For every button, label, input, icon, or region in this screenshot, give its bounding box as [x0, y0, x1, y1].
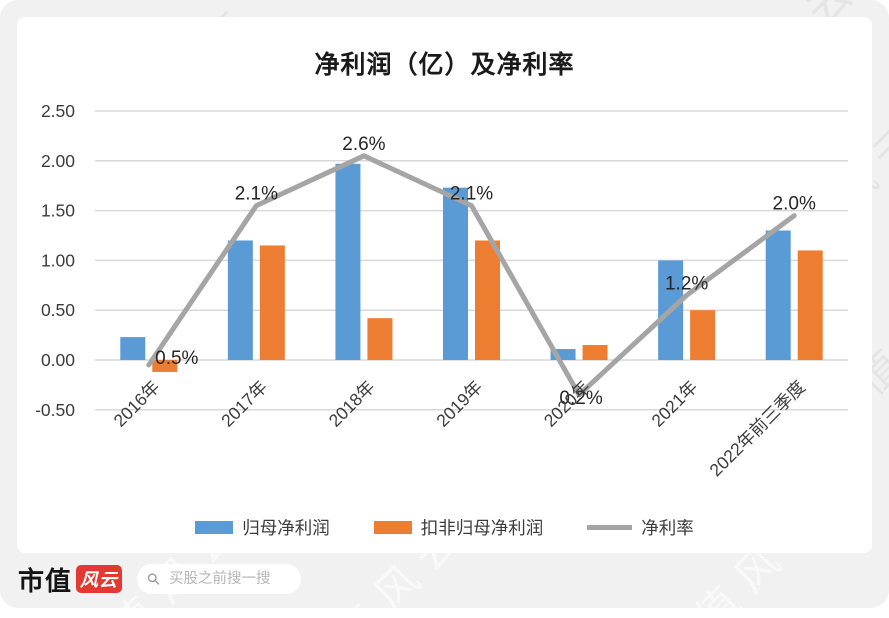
y-axis-tick-label: 0.00: [41, 350, 75, 370]
x-axis-label: 2022年前三季度: [705, 377, 809, 481]
line-data-label: 2.6%: [342, 134, 385, 155]
line-data-label: 1.2%: [665, 273, 708, 294]
line-data-label: 0.5%: [155, 348, 198, 369]
search-icon: [147, 573, 160, 585]
bar-扣非归母净利润-2021年: [690, 310, 716, 360]
bar-归母净利润-2020年: [550, 349, 576, 360]
bar-归母净利润-2018年: [335, 163, 361, 360]
y-axis-tick-label: -0.50: [35, 400, 75, 420]
chart-card: 净利润（亿）及净利率 2.50 2.00 1.50 1.00 0.50 0.00 -0.50…: [17, 17, 872, 553]
bar-归母净利润-2016年: [120, 337, 146, 360]
legend-swatch-orange-icon: [373, 521, 412, 534]
brand-logo-text: 市值: [18, 565, 73, 596]
brand-logo-badge: 风云: [76, 565, 123, 593]
y-axis-tick-label: 0.50: [41, 300, 75, 320]
net-profit-chart: 2.50 2.00 1.50 1.00 0.50 0.00 -0.50 0.5% 2.1% 2.6…: [35, 101, 848, 481]
legend-label: 净利率: [641, 518, 694, 538]
line-data-label: 2.0%: [773, 194, 816, 215]
bar-扣非归母净利润-2019年: [475, 240, 500, 360]
legend-item-deducted-net-profit: 扣非归母净利润: [373, 515, 544, 540]
bar-归母净利润-2017年: [227, 240, 253, 360]
footer-bar: 市值 风云: [18, 553, 302, 605]
legend-swatch-blue-icon: [195, 521, 234, 534]
line-data-label: 0.2%: [559, 388, 602, 409]
bar-归母净利润-2019年: [443, 187, 468, 360]
chart-title: 净利润（亿）及净利率: [314, 51, 575, 79]
bar-扣非归母净利润-2022年前三季度: [797, 250, 823, 360]
y-axis-tick-label: 2.00: [41, 151, 75, 171]
search-bar[interactable]: [137, 564, 302, 594]
bar-扣非归母净利润-2017年: [259, 245, 285, 360]
x-axis-label: 2021年: [647, 377, 701, 431]
x-axis-label: 2017年: [217, 377, 271, 431]
search-input[interactable]: [167, 570, 292, 588]
legend-swatch-line-icon: [587, 525, 633, 530]
net-margin-line: [146, 153, 797, 398]
bar-扣非归母净利润-2018年: [367, 318, 393, 360]
legend-item-net-margin: 净利率: [587, 515, 694, 540]
bar-扣非归母净利润-2020年: [582, 345, 608, 360]
y-axis-tick-label: 2.50: [41, 101, 75, 121]
chart-legend: 归母净利润 扣非归母净利润 净利率: [17, 515, 872, 540]
x-axis-label: 2016年: [110, 377, 164, 431]
legend-item-parent-net-profit: 归母净利润: [195, 515, 330, 540]
bar-扣非归母净利润-2016年: [152, 360, 178, 372]
x-axis-label: 2019年: [432, 377, 486, 431]
legend-label: 扣非归母净利润: [420, 518, 544, 538]
bar-归母净利润-2022年前三季度: [765, 230, 791, 360]
line-data-label: 2.1%: [450, 184, 493, 205]
legend-label: 归母净利润: [242, 518, 330, 538]
y-axis-tick-label: 1.50: [41, 201, 75, 221]
line-data-label: 2.1%: [235, 184, 278, 205]
y-axis-tick-label: 1.00: [41, 250, 75, 270]
x-axis-label: 2018年: [325, 377, 379, 431]
